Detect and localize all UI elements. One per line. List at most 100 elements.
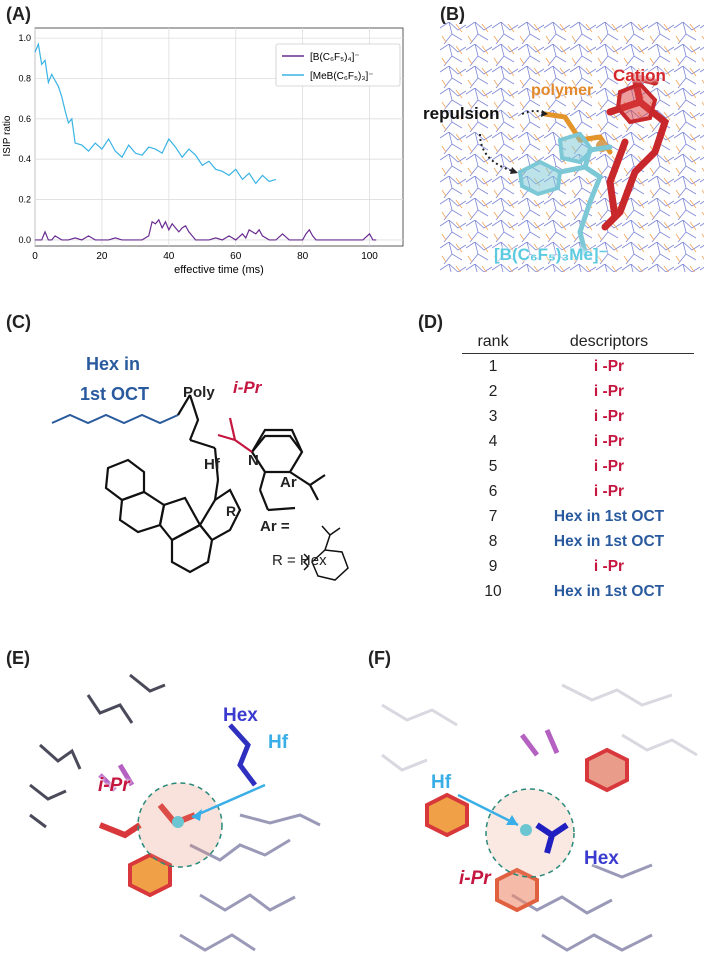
x-tick-label: 0 xyxy=(32,251,38,262)
y-tick-label: 0.2 xyxy=(18,195,31,205)
col-descriptors: descriptors xyxy=(569,333,649,350)
faded-sticks-f xyxy=(381,683,698,772)
series-line-borate xyxy=(35,218,377,241)
descriptor-cell: i -Pr xyxy=(593,457,625,475)
poly-label: Poly xyxy=(183,384,215,401)
hf-arrow-f xyxy=(457,793,519,827)
anion-structure xyxy=(517,131,613,255)
panel-label-d: (D) xyxy=(418,312,443,332)
n-label: N xyxy=(248,452,259,469)
snapshot-b xyxy=(440,22,704,272)
descriptor-cell: i -Pr xyxy=(593,357,625,375)
rank-cell: 10 xyxy=(484,583,502,601)
repulsion-arrow-anion xyxy=(479,133,517,173)
descriptor-cell: i -Pr xyxy=(593,382,625,400)
descriptor-cell: i -Pr xyxy=(593,558,625,576)
rank-cell: 1 xyxy=(488,357,498,375)
descriptor-table: rank descriptors 1 i -Pr 2 i -Pr 3 i -Pr 4 i -P… xyxy=(462,333,694,605)
table-row: 1 i -Pr xyxy=(462,354,694,379)
aromatic-ring-f3 xyxy=(495,867,539,913)
snapshot-e xyxy=(29,673,321,952)
rank-cell: 2 xyxy=(488,382,498,400)
ar-definition: Ar = xyxy=(260,518,290,535)
table-row: 4 i -Pr xyxy=(462,429,694,454)
hex-label-f: Hex xyxy=(584,848,619,869)
table-row: 8 Hex in 1st OCT xyxy=(462,530,694,555)
hex-label-e: Hex xyxy=(223,705,258,726)
panel-label-f: (F) xyxy=(368,648,391,668)
legend-entry-borate: [B(C₆F₅)₄]⁻ xyxy=(310,52,360,63)
cation-structure xyxy=(601,72,670,231)
hexyl-chain xyxy=(51,413,179,425)
table-row: 10 Hex in 1st OCT xyxy=(462,580,694,605)
table-header: rank descriptors xyxy=(462,333,694,354)
col-rank: rank xyxy=(477,333,509,350)
backbone-bonds xyxy=(104,394,326,574)
lattice-sticks-e xyxy=(179,813,321,952)
chart-ticks: 0 20 40 60 80 100 0.0 0.2 0.4 0.6 0.8 1.0 xyxy=(18,33,378,262)
y-tick-label: 0.0 xyxy=(18,235,31,245)
rank-cell: 8 xyxy=(488,533,498,551)
isip-ratio-chart: 0 20 40 60 80 100 0.0 0.2 0.4 0.6 0.8 1.0 ISIP rati… xyxy=(2,27,404,276)
cation-label: Cation xyxy=(613,66,666,85)
r-definition: R = Hex xyxy=(272,552,327,569)
descriptor-cell: i -Pr xyxy=(593,483,625,501)
y-axis-label: ISIP ratio xyxy=(2,115,13,156)
x-tick-label: 60 xyxy=(230,251,242,262)
panel-label-a: (A) xyxy=(6,4,31,24)
y-tick-label: 0.8 xyxy=(18,73,31,83)
y-tick-label: 0.6 xyxy=(18,114,31,124)
hf-label: Hf xyxy=(204,456,220,473)
catalyst-structure xyxy=(51,394,349,581)
descriptor-cell: i -Pr xyxy=(593,432,625,450)
polymer-label: polymer xyxy=(531,82,594,99)
hf-label-e: Hf xyxy=(268,732,289,753)
descriptor-cell: Hex in 1st OCT xyxy=(553,533,665,551)
aromatic-ring-e xyxy=(128,852,172,898)
series-line-methylborate xyxy=(34,41,277,185)
y-tick-label: 1.0 xyxy=(18,33,31,43)
background-sticks-e xyxy=(29,673,166,829)
aryl-substituent xyxy=(302,525,349,581)
x-tick-label: 80 xyxy=(297,251,309,262)
hf-arrow-e xyxy=(191,783,266,819)
panel-label-c: (C) xyxy=(6,312,31,332)
snapshot-f xyxy=(381,683,698,952)
legend-entry-methylborate: [MeB(C₆F₅)₃]⁻ xyxy=(310,71,374,82)
aromatic-ring-f1 xyxy=(425,792,469,838)
ipr-label-f: i-Pr xyxy=(459,868,491,889)
descriptor-cell: Hex in 1st OCT xyxy=(553,508,665,526)
descriptor-cell: Hex in 1st OCT xyxy=(553,583,665,601)
ipr-label: i-Pr xyxy=(233,378,262,397)
ar-label: Ar xyxy=(280,474,297,491)
r-label: R xyxy=(226,503,237,519)
table-row: 9 i -Pr xyxy=(462,555,694,580)
hexyl-sticks-e xyxy=(228,723,257,787)
rank-cell: 6 xyxy=(488,483,498,501)
rank-cell: 5 xyxy=(488,457,498,475)
rank-cell: 9 xyxy=(488,558,498,576)
hf-atom-f xyxy=(520,824,532,836)
table-row: 3 i -Pr xyxy=(462,404,694,429)
hf-atom-e xyxy=(172,816,184,828)
panel-label-b: (B) xyxy=(440,4,465,24)
ipr-label-e: i-Pr xyxy=(98,775,130,796)
violet-sticks-f xyxy=(520,729,560,757)
chart-series xyxy=(34,41,377,241)
aromatic-ring-f2 xyxy=(585,747,629,793)
rank-cell: 4 xyxy=(488,432,498,450)
table-row: 6 i -Pr xyxy=(462,479,694,504)
anion-label: [B(C₆F₅)₃Me]⁻ xyxy=(494,245,608,264)
panel-label-e: (E) xyxy=(6,648,30,668)
x-tick-label: 100 xyxy=(361,251,378,262)
hexyl-sticks-f xyxy=(535,822,569,854)
rank-cell: 3 xyxy=(488,407,498,425)
repulsion-label: repulsion xyxy=(423,104,500,123)
rank-cell: 7 xyxy=(488,508,498,526)
violet-sticks-e xyxy=(98,763,135,792)
isopropyl-group xyxy=(217,417,253,453)
table-row: 2 i -Pr xyxy=(462,379,694,404)
x-tick-label: 20 xyxy=(96,251,108,262)
hex-label-line2: 1st OCT xyxy=(80,384,150,404)
table-row: 7 Hex in 1st OCT xyxy=(462,505,694,530)
